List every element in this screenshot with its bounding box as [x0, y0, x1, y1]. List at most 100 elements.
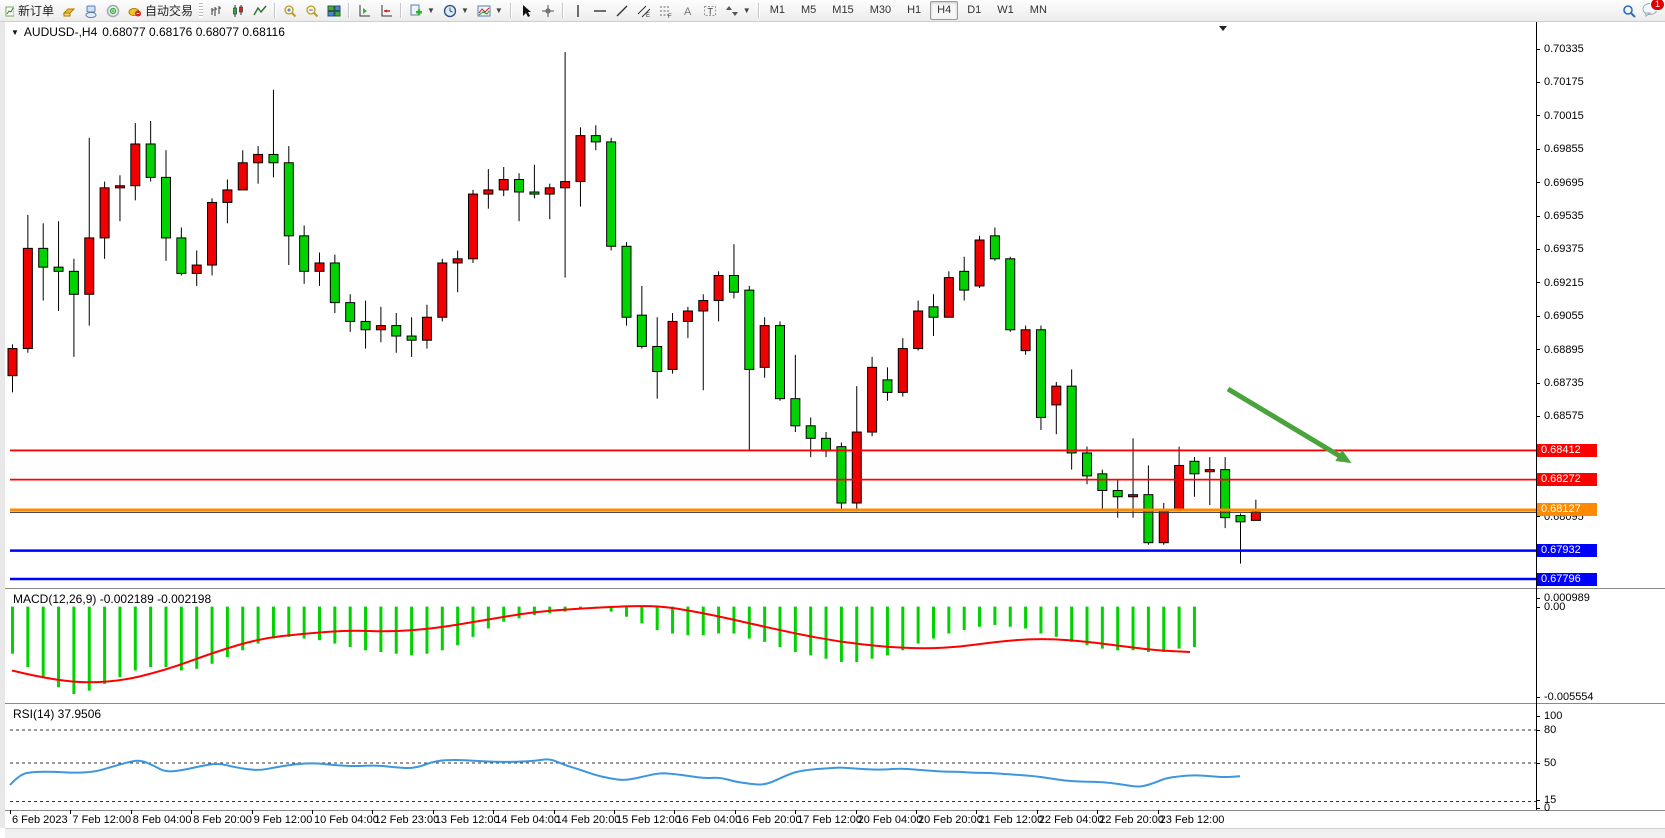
terminals-icon	[84, 4, 98, 18]
rsi-line	[9, 758, 1241, 788]
rsi-tickmark	[1536, 730, 1540, 731]
price-tickmark	[1536, 349, 1540, 351]
price-badge: 0.67932	[1537, 544, 1597, 558]
tile-windows-button[interactable]	[323, 1, 345, 20]
terminals-button[interactable]	[80, 1, 102, 20]
autotrade-button[interactable]: 自动交易	[124, 1, 197, 20]
zoom-in-button[interactable]	[279, 1, 301, 20]
time-tick-label: 16 Feb 04:00	[676, 814, 742, 826]
equidistant-channel-icon: E	[637, 4, 651, 19]
chat-button[interactable]: 1	[1642, 0, 1665, 20]
signals-button[interactable]	[102, 1, 124, 20]
time-tickmark	[10, 810, 11, 814]
macd-tick-label: 0.00	[1544, 601, 1566, 613]
cursor-icon	[519, 4, 533, 18]
price-badge: 0.68412	[1537, 443, 1597, 457]
zoom-in-icon	[283, 4, 297, 18]
arrows-button[interactable]: ▼	[721, 1, 755, 20]
macd-tickmark	[1536, 607, 1540, 608]
time-tickmark	[312, 810, 313, 814]
timeframe-mn[interactable]: MN	[1029, 4, 1047, 16]
chart-autoscroll-button[interactable]	[375, 1, 397, 20]
time-tickmark	[1036, 810, 1038, 814]
chat-unread-badge: 1	[1649, 0, 1665, 11]
text-button[interactable]: A	[677, 1, 699, 20]
rsi-tickmark	[1536, 808, 1540, 809]
time-axis-separator	[5, 810, 1665, 811]
time-tickmark	[795, 810, 797, 814]
candlestick-mode-button[interactable]	[227, 1, 249, 20]
macd-tick-label: -0.005554	[1544, 691, 1594, 703]
rsi-pane-separator[interactable]	[5, 703, 1665, 704]
chevron-down-icon: ▼	[427, 6, 435, 15]
time-tickmark	[1157, 810, 1159, 814]
macd-values: -0.002189 -0.002198	[99, 592, 212, 606]
time-tick-label: 9 Feb 12:00	[253, 814, 313, 826]
new-chart-icon[interactable]	[0, 4, 15, 18]
chart-shift-marker-icon[interactable]	[1219, 26, 1227, 31]
chart-ohlc-values: 0.68077 0.68176 0.68077 0.68116	[102, 25, 285, 39]
price-tick-label: 0.70335	[1544, 43, 1584, 55]
timeframe-m1[interactable]: M1	[769, 4, 785, 16]
signals-icon	[106, 4, 120, 18]
text-icon: A	[681, 4, 695, 18]
timeframe-m15[interactable]: M15	[832, 4, 854, 16]
add-indicator-icon	[409, 4, 423, 18]
chart-autoscroll-icon	[379, 4, 393, 18]
macd-tickmark	[1536, 697, 1540, 698]
time-tick-label: 16 Feb 20:00	[736, 814, 802, 826]
svg-text:F: F	[668, 14, 672, 18]
trendline-button[interactable]	[611, 1, 633, 20]
price-tick-label: 0.70015	[1544, 109, 1584, 122]
price-badge: 0.68272	[1537, 473, 1597, 487]
chart-window[interactable]: ▼ AUDUSD-,H4 0.68077 0.68176 0.68077 0.6…	[0, 22, 1665, 838]
macd-signal-line	[11, 605, 1191, 684]
time-tickmark	[251, 810, 253, 814]
timeframe-d1[interactable]: D1	[967, 4, 982, 16]
chevron-down-icon: ▼	[494, 6, 503, 15]
macd-pane-separator[interactable]	[5, 588, 1665, 589]
new-order-button[interactable]: 新订单	[14, 1, 58, 20]
zoom-out-icon	[305, 4, 319, 18]
price-tick-label: 0.69695	[1544, 176, 1584, 189]
vertical-line-button[interactable]	[567, 1, 589, 20]
arrow-annotation-head	[1335, 449, 1352, 464]
rsi-label: RSI(14) 37.9506	[13, 707, 102, 721]
chart-symbol-timeframe: AUDUSD-,H4	[23, 25, 98, 39]
candles-layer	[7, 52, 1261, 564]
svg-text:T: T	[707, 6, 713, 16]
zoom-out-button[interactable]	[301, 1, 323, 20]
timeframe-toolbar: M1 M5 M15 M30 H1 H4 D1 W1 MN	[763, 1, 1054, 20]
timeframe-w1[interactable]: W1	[997, 4, 1014, 16]
svg-text:A: A	[684, 6, 692, 18]
rsi-tick-label: 15	[1544, 794, 1557, 806]
search-icon[interactable]	[1622, 4, 1636, 18]
timeframe-m5[interactable]: M5	[801, 4, 817, 16]
timeframe-h4[interactable]: H4	[930, 1, 959, 20]
time-tick-label: 22 Feb 04:00	[1038, 814, 1104, 826]
market-watch-button[interactable]	[58, 1, 80, 20]
time-tickmark	[976, 810, 978, 814]
fibonacci-button[interactable]: F	[655, 1, 677, 20]
chart-menu-triangle-icon[interactable]: ▼	[11, 27, 19, 37]
chart-shift-button[interactable]	[353, 1, 375, 20]
time-tickmark	[372, 810, 374, 814]
period-button[interactable]: ▼	[439, 1, 473, 20]
price-tickmark	[1536, 48, 1540, 50]
time-tick-label: 14 Feb 20:00	[555, 814, 621, 826]
templates-button[interactable]: ▼	[473, 1, 507, 20]
equidistant-channel-button[interactable]: E	[633, 1, 655, 20]
new-order-label: 新订单	[18, 4, 55, 18]
bar-chart-mode-button[interactable]	[205, 1, 227, 20]
text-label-button[interactable]: T	[699, 1, 721, 20]
crosshair-button[interactable]	[537, 1, 559, 20]
add-indicator-button[interactable]: ▼	[405, 1, 439, 20]
cursor-button[interactable]	[515, 1, 537, 20]
price-badge: 0.67796	[1537, 572, 1597, 586]
horizontal-line-button[interactable]	[589, 1, 611, 20]
timeframe-h1[interactable]: H1	[907, 4, 922, 16]
timeframe-m30[interactable]: M30	[869, 4, 892, 16]
arrow-annotation[interactable]	[1226, 386, 1345, 461]
line-chart-mode-button[interactable]	[249, 1, 271, 20]
